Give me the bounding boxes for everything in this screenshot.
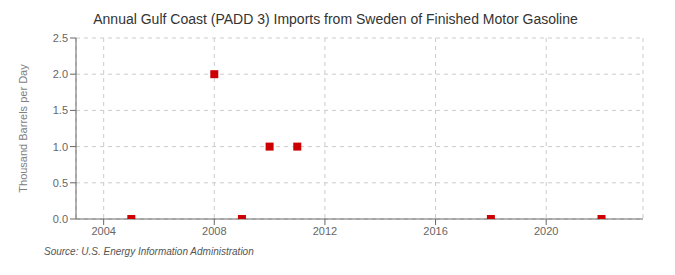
svg-text:Thousand Barrels per Day: Thousand Barrels per Day	[17, 64, 29, 193]
svg-text:2004: 2004	[91, 225, 115, 237]
svg-text:2008: 2008	[202, 225, 226, 237]
html-text:Annual Gulf Coast (PADD 3) Imp: Annual Gulf Coast (PADD 3) Imports from …	[93, 11, 578, 27]
svg-text:0.0: 0.0	[53, 213, 68, 225]
svg-text:0.5: 0.5	[53, 177, 68, 189]
svg-text:2.5: 2.5	[53, 32, 68, 44]
html-text:Source: U.S. Energy Informatio: Source: U.S. Energy Information Administ…	[44, 246, 254, 257]
svg-text:2020: 2020	[534, 225, 558, 237]
svg-text:1.5: 1.5	[53, 104, 68, 116]
svg-text:2.0: 2.0	[53, 68, 68, 80]
svg-text:1.0: 1.0	[53, 141, 68, 153]
svg-text:2012: 2012	[313, 225, 337, 237]
svg-text:2016: 2016	[423, 225, 447, 237]
